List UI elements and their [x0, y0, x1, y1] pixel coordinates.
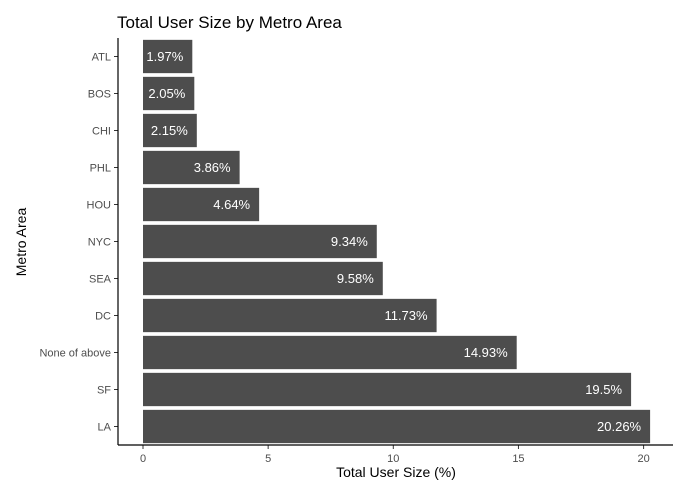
bar-dc: [143, 298, 437, 333]
bar-sea: [143, 261, 383, 296]
bar-value-label: 19.5%: [585, 382, 622, 397]
bar-value-label: 4.64%: [213, 197, 250, 212]
bar-value-label: 9.34%: [331, 234, 368, 249]
bar-value-label: 9.58%: [337, 271, 374, 286]
x-axis-title: Total User Size (%): [336, 464, 456, 480]
x-tick-label: 15: [512, 453, 524, 465]
ticks-layer: ATL BOS CHI PHL HOU NYC SEA DC None of above SF LA…: [39, 52, 649, 466]
bar-la: [143, 409, 651, 444]
bar-value-label: 14.93%: [464, 345, 509, 360]
bar-bos: [143, 76, 195, 111]
y-tick-label: HOU: [87, 200, 112, 212]
y-tick-label: SEA: [89, 274, 112, 286]
y-tick-label: CHI: [92, 126, 111, 138]
bar-hou: [143, 187, 260, 222]
bar-phl: [143, 150, 240, 185]
bar-none-of-above: [143, 335, 517, 370]
chart-title: Total User Size by Metro Area: [117, 13, 342, 32]
bar-value-label: 20.26%: [597, 419, 642, 434]
x-tick-label: 10: [387, 453, 399, 465]
y-tick-label: NYC: [88, 237, 111, 249]
x-tick-label: 0: [140, 453, 146, 465]
y-axis-title: Metro Area: [13, 208, 29, 277]
x-tick-label: 5: [265, 453, 271, 465]
bar-sf: [143, 372, 632, 407]
bar-value-label: 11.73%: [384, 308, 428, 323]
bars-layer: 1.97% 2.05% 2.15% 3.86% 4.64% 9.34% 9.58% 11.73…: [143, 39, 651, 444]
x-tick-label: 20: [637, 453, 649, 465]
y-tick-label: BOS: [88, 89, 111, 101]
y-tick-label: None of above: [39, 348, 111, 360]
y-tick-label: LA: [98, 422, 112, 434]
bar-value-label: 2.15%: [151, 123, 188, 138]
bar-chi: [143, 113, 197, 148]
y-tick-label: SF: [97, 385, 111, 397]
y-tick-label: PHL: [90, 163, 111, 175]
bar-nyc: [143, 224, 377, 259]
bar-value-label: 2.05%: [148, 86, 185, 101]
bar-value-label: 3.86%: [194, 160, 231, 175]
bar-atl: [143, 39, 193, 74]
bar-value-label: 1.97%: [146, 49, 183, 64]
y-tick-label: ATL: [92, 52, 111, 64]
y-tick-label: DC: [95, 311, 111, 323]
